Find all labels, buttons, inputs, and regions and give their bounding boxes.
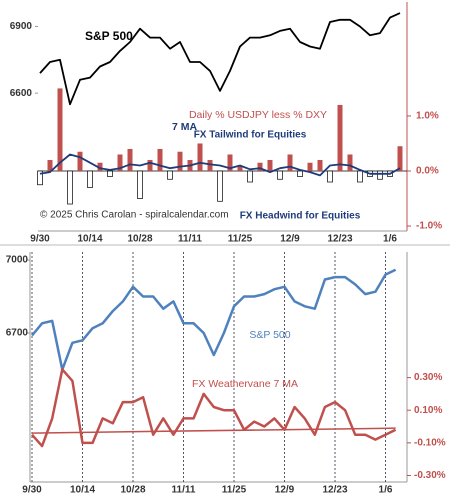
bar [337,104,343,171]
trend-line [31,427,396,434]
x-tick-label: 1/6 [383,234,397,245]
y-tick-label: 6900 [10,21,33,32]
x-tick-label: 11/11 [172,485,196,496]
bar [257,162,263,171]
bar [157,148,163,171]
y2-tick-label: -0.10% [414,437,446,448]
y-tick-label: 7000 [6,255,29,266]
bar [377,170,383,180]
bar [77,151,83,171]
bar [117,154,123,171]
x-tick-label: 11/11 [178,234,202,245]
series-line [39,12,401,106]
bar [97,162,103,171]
bar [137,170,143,199]
bar [297,170,303,177]
bar [67,170,73,205]
series-label: Daily % USDJPY less % DXY [189,109,327,121]
bar [87,170,93,188]
x-tick-label: 12/23 [327,234,352,245]
bar [287,154,293,171]
x-tick-label: 12/23 [322,485,347,496]
x-tick-label: 10/28 [120,485,145,496]
x-tick-label: 12/9 [280,234,300,245]
bar [217,170,223,202]
bar [357,170,363,183]
x-tick-label: 10/14 [70,485,95,496]
x-tick-label: 11/25 [228,234,253,245]
bar [167,170,173,180]
series-label: FX Weathervane 7 MA [192,378,298,390]
y-tick-label: 6700 [6,328,29,339]
series-label: S&P 500 [85,29,133,43]
bar [207,159,213,171]
bar [277,170,283,180]
bar [327,170,333,183]
bar [127,148,133,171]
series-label: 7 MA [172,121,198,133]
series-line [39,153,401,177]
y-tick-label: 6600 [10,88,33,99]
annotation: © 2025 Chris Carolan - spiralcalendar.co… [40,210,229,221]
x-tick-label: 12/9 [275,485,295,496]
series-line [31,268,397,371]
bar [177,151,183,171]
y2-tick-label: 0.30% [414,372,442,383]
x-tick-label: 11/25 [222,485,247,496]
bar [307,162,313,171]
series-line [31,368,397,448]
x-tick-label: 10/14 [77,234,102,245]
bar [247,170,253,183]
annotation: FX Headwind for Equities [240,211,361,222]
bar [37,170,43,186]
bar [147,159,153,171]
y2-tick-label: -0.30% [414,470,446,481]
y2-tick-label: -1.0% [416,221,442,232]
bar [397,146,403,171]
x-tick-label: 10/28 [127,234,152,245]
bar [347,154,353,171]
x-tick-label: 9/30 [30,234,50,245]
annotation: FX Tailwind for Equities [194,130,307,141]
bar [47,159,53,171]
y2-tick-label: 1.0% [416,111,439,122]
bar [57,88,63,171]
series-label: S&P 500 [249,329,290,341]
bar [107,170,113,177]
y2-tick-label: 0.10% [414,405,442,416]
bar [267,159,273,171]
bar [197,143,203,171]
x-tick-label: 9/30 [22,485,42,496]
bar [317,159,323,171]
x-tick-label: 1/6 [379,485,393,496]
bar [227,154,233,171]
bar [237,165,243,171]
y2-tick-label: 0.0% [416,166,439,177]
